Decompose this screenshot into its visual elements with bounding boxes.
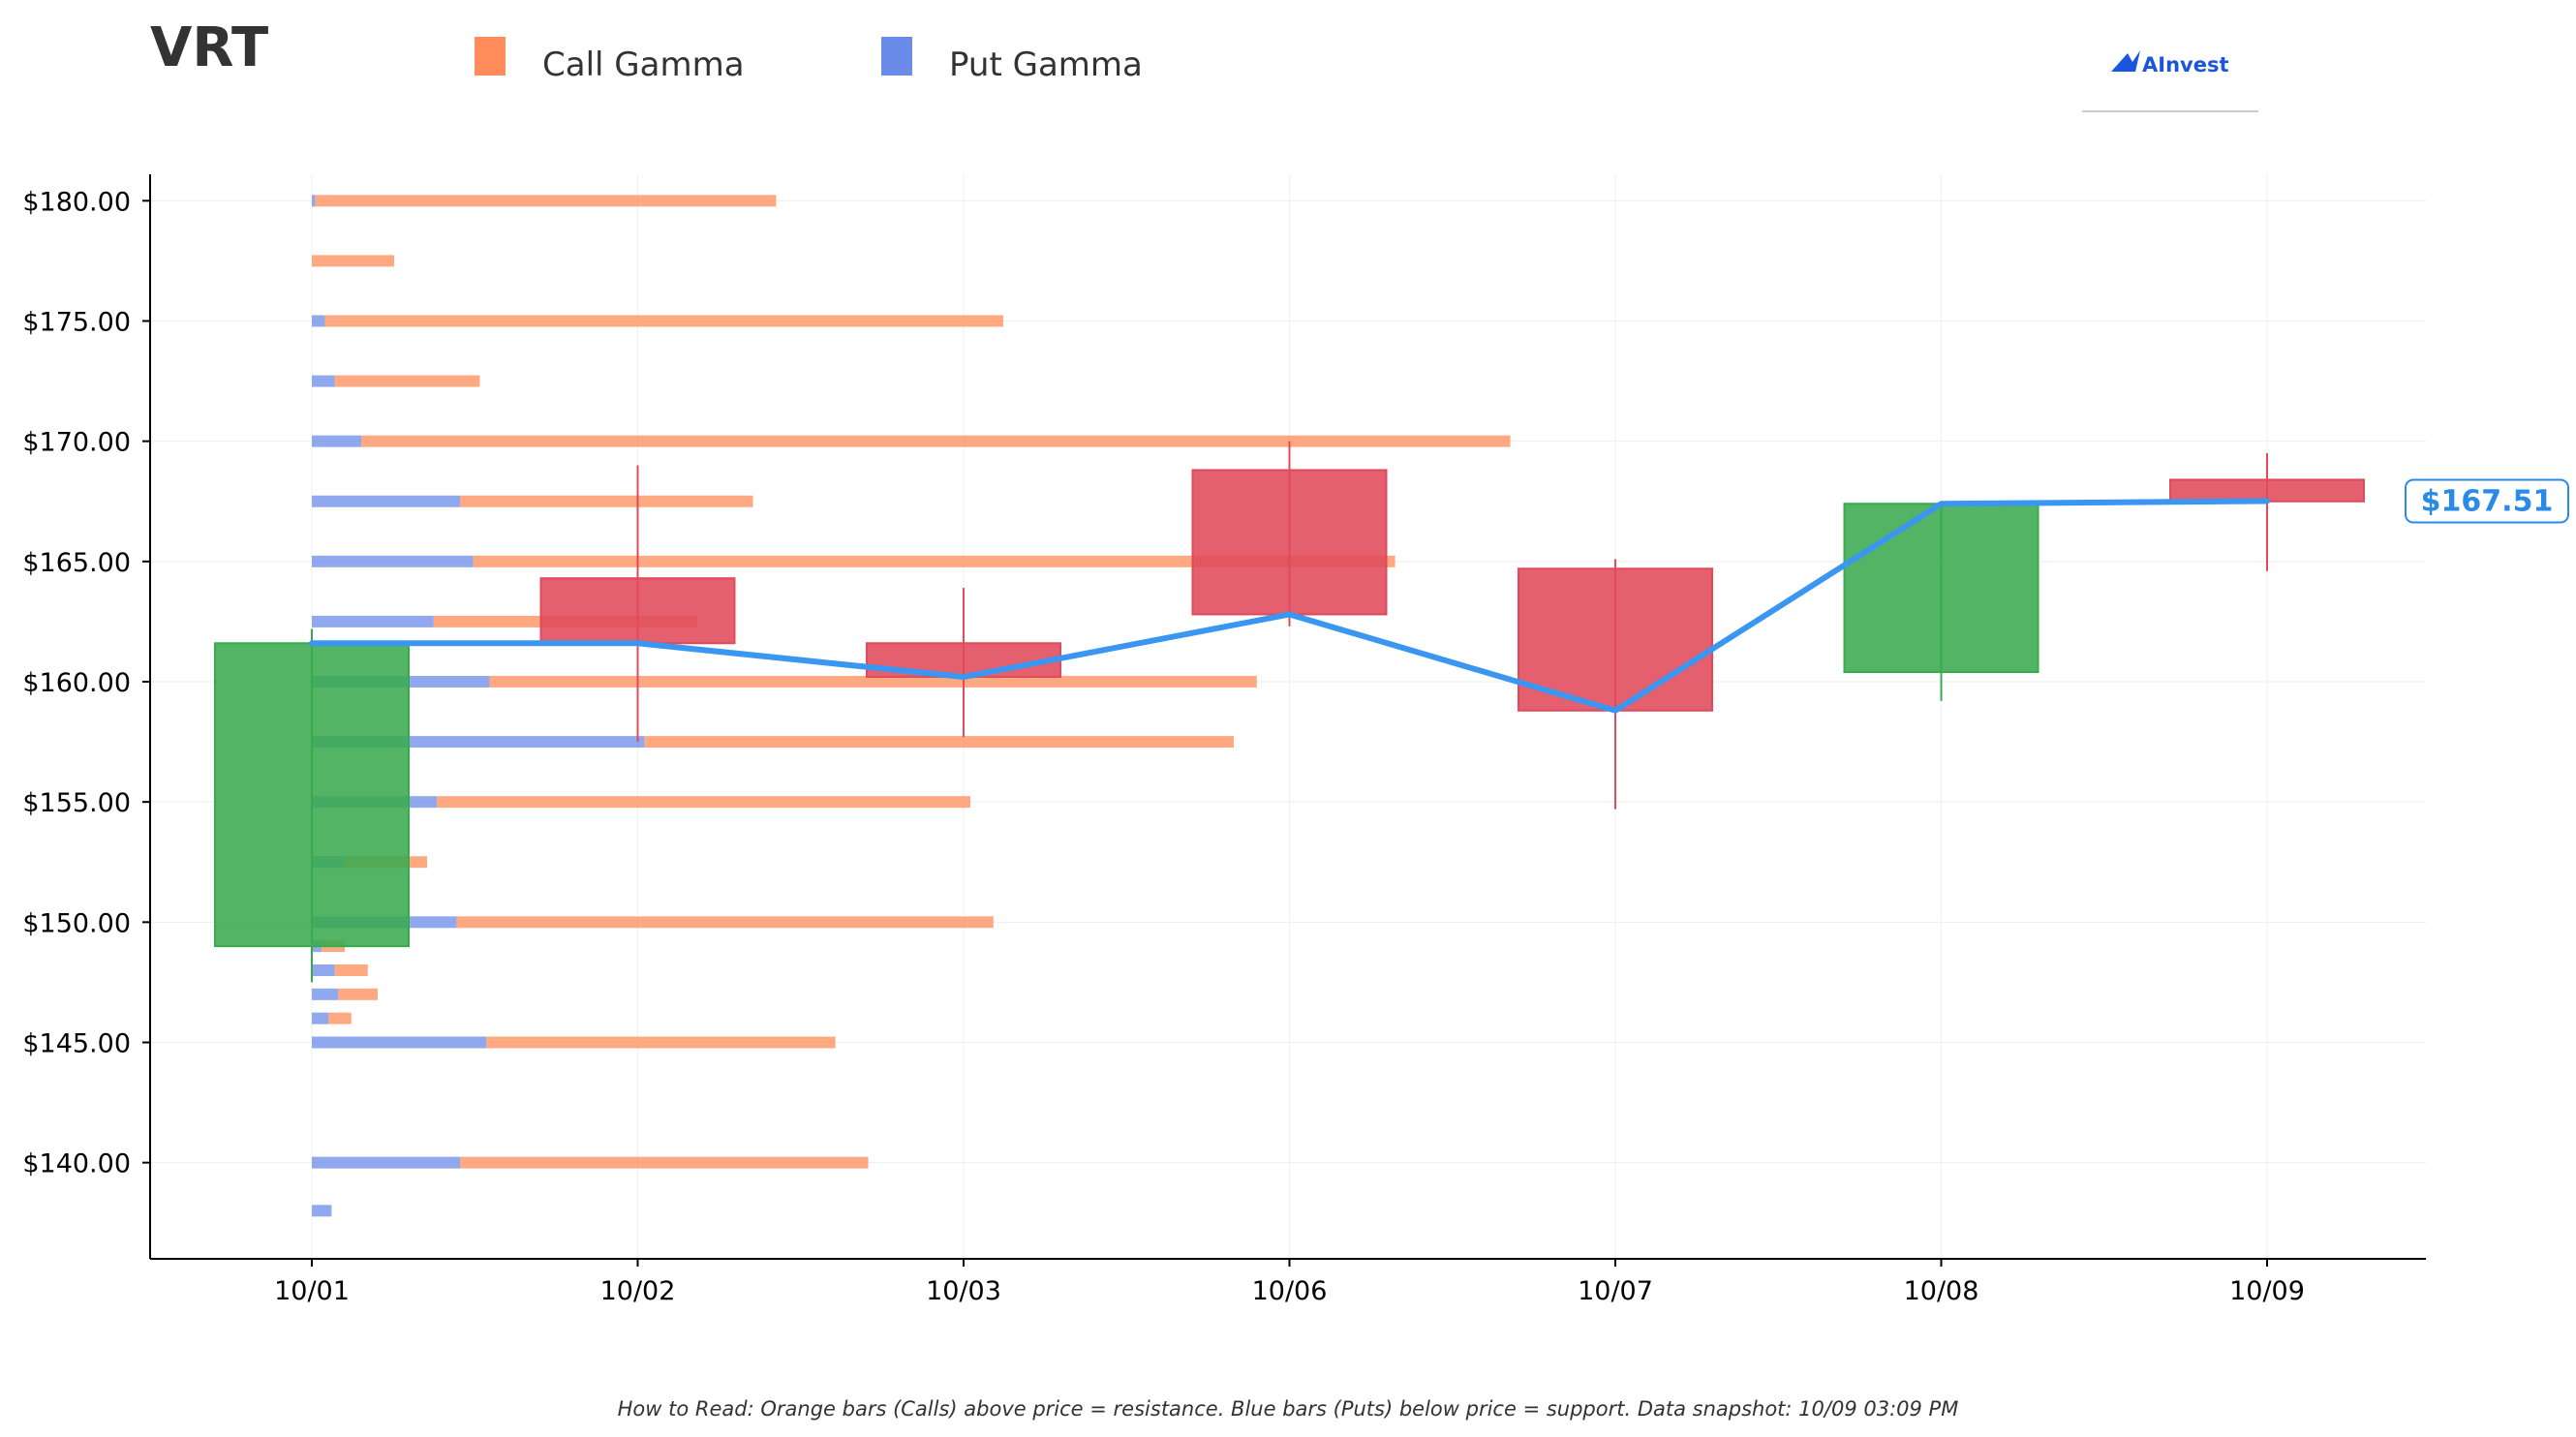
footnote: How to Read: Orange bars (Calls) above p…: [618, 1397, 1959, 1421]
price-badge-label: $167.51: [2421, 484, 2554, 518]
put-gamma-bar: [312, 988, 339, 1000]
put-gamma-bar: [312, 963, 335, 976]
put-gamma-bar: [312, 1036, 487, 1049]
candle-body: [539, 577, 736, 645]
y-tick-label: $155.00: [22, 788, 131, 818]
call-gamma-legend-swatch: [475, 37, 506, 76]
call-gamma-bar: [460, 1156, 869, 1169]
put-gamma-legend-label: Put Gamma: [949, 46, 1143, 84]
call-gamma-bar: [334, 375, 480, 387]
grid-lines: [150, 174, 2426, 1259]
x-tick-label: 10/01: [274, 1276, 350, 1306]
close-price-line: [309, 498, 2270, 714]
put-gamma-bar: [312, 315, 325, 327]
put-gamma-bar: [312, 375, 335, 387]
call-gamma-bar: [437, 796, 970, 809]
brand-name: AInvest: [2142, 53, 2229, 76]
y-tick-label: $160.00: [22, 668, 131, 698]
candle-body: [1191, 469, 1388, 616]
candle-body: [214, 642, 410, 948]
price-badge-box: [2405, 478, 2569, 524]
x-tick-label: 10/07: [1578, 1276, 1653, 1306]
candle-body: [1518, 567, 1713, 712]
call-gamma-bar: [456, 916, 994, 929]
y-tick-label: $180.00: [22, 187, 131, 217]
y-tick-label: $165.00: [22, 548, 131, 578]
x-tick-label: 10/09: [2229, 1276, 2305, 1306]
call-gamma-legend-label: Call Gamma: [542, 46, 745, 84]
legend: Call Gamma Put Gamma: [475, 37, 1143, 84]
brand-logo: AInvest: [2082, 50, 2258, 112]
y-tick-label: $145.00: [22, 1028, 131, 1058]
call-gamma-bar: [334, 963, 368, 976]
call-gamma-bar: [644, 736, 1234, 749]
put-gamma-bar: [312, 495, 460, 507]
call-gamma-bar: [486, 1036, 836, 1049]
put-gamma-bar: [312, 195, 316, 207]
put-gamma-bar: [312, 615, 434, 627]
call-gamma-bar: [315, 195, 777, 207]
call-gamma-bar: [361, 435, 1511, 447]
put-gamma-legend-swatch: [881, 37, 912, 76]
gamma-bars: [312, 195, 1511, 1217]
y-tick-label: $150.00: [22, 908, 131, 938]
y-tick-label: $170.00: [22, 428, 131, 458]
put-gamma-bar: [312, 1156, 460, 1169]
ticker-title: VRT: [150, 16, 268, 79]
x-tick-label: 10/02: [600, 1276, 676, 1306]
call-gamma-bar: [473, 555, 1395, 567]
put-gamma-bar: [312, 555, 474, 567]
call-gamma-bar: [338, 988, 378, 1000]
close-line-path: [309, 498, 2270, 714]
candle-body: [2169, 478, 2365, 503]
candle-body: [1843, 503, 2039, 674]
y-tick-label: $175.00: [22, 307, 131, 337]
put-gamma-bar: [312, 435, 361, 447]
chart-growth-icon: [2111, 50, 2140, 72]
call-gamma-bar: [460, 495, 753, 507]
x-tick-label: 10/08: [1904, 1276, 1979, 1306]
call-gamma-bar: [489, 675, 1257, 688]
call-gamma-bar: [312, 255, 394, 267]
put-gamma-bar: [312, 1012, 328, 1024]
y-tick-label: $140.00: [22, 1149, 131, 1179]
call-gamma-bar: [324, 315, 1004, 327]
x-tick-label: 10/06: [1252, 1276, 1328, 1306]
call-gamma-bar: [328, 1012, 352, 1024]
current-price-badge: $167.51: [2405, 478, 2569, 524]
x-tick-label: 10/03: [926, 1276, 1001, 1306]
put-gamma-bar: [312, 1205, 332, 1217]
axes: $140.00 $145.00 $150.00 $155.00 $160.00 $165.…: [22, 174, 2426, 1306]
